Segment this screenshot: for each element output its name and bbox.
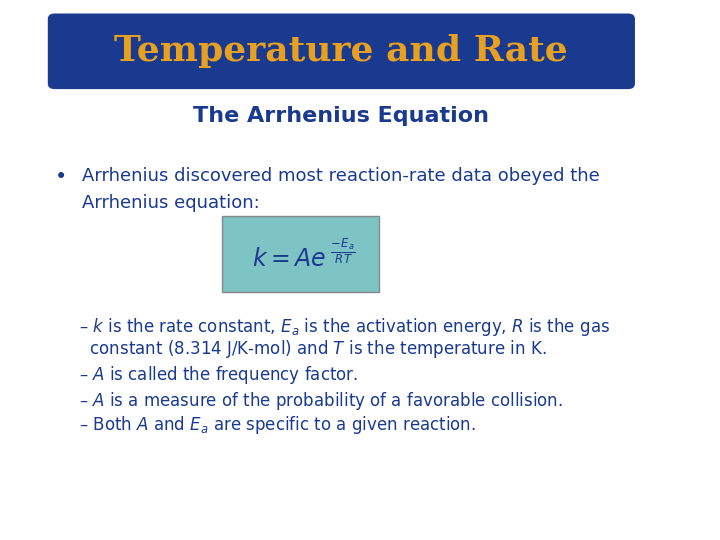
Text: – $k$ is the rate constant, $E_a$ is the activation energy, $R$ is the gas: – $k$ is the rate constant, $E_a$ is the… (78, 316, 610, 338)
Text: The Arrhenius Equation: The Arrhenius Equation (194, 106, 490, 126)
Text: – $A$ is called the frequency factor.: – $A$ is called the frequency factor. (78, 364, 358, 387)
Text: – Both $A$ and $E_a$ are specific to a given reaction.: – Both $A$ and $E_a$ are specific to a g… (78, 414, 475, 436)
Text: – $A$ is a measure of the probability of a favorable collision.: – $A$ is a measure of the probability of… (78, 390, 562, 412)
FancyBboxPatch shape (48, 14, 635, 89)
Text: Temperature and Rate: Temperature and Rate (114, 35, 568, 68)
Text: Arrhenius discovered most reaction-rate data obeyed the
Arrhenius equation:: Arrhenius discovered most reaction-rate … (82, 167, 600, 212)
Text: •: • (55, 167, 67, 187)
Text: constant (8.314 J/K-mol) and $T$ is the temperature in K.: constant (8.314 J/K-mol) and $T$ is the … (78, 338, 546, 360)
FancyBboxPatch shape (222, 216, 379, 292)
Text: $k = A e^{\;\frac{-E_a}{RT}}$: $k = A e^{\;\frac{-E_a}{RT}}$ (252, 239, 356, 272)
